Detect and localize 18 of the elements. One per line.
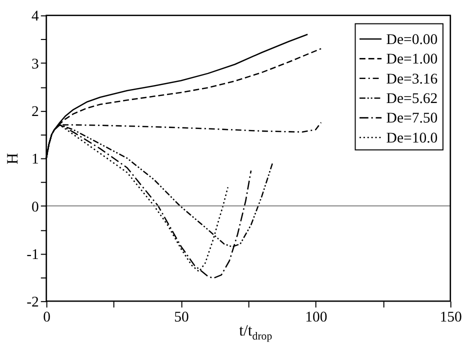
y-tick-label: -2	[26, 294, 39, 311]
legend-label: De=10.0	[386, 130, 438, 146]
y-tick-label: 1	[32, 152, 39, 168]
legend-label: De=0.00	[386, 32, 438, 48]
legend-label: De=5.62	[386, 91, 438, 108]
y-tick-label: 4	[32, 8, 40, 25]
x-tick-label: 150	[440, 309, 462, 326]
legend-label: De=7.50	[386, 110, 438, 127]
y-tick-label: 0	[32, 199, 39, 216]
legend-label: De=3.16	[386, 71, 438, 88]
y-axis-title: H	[4, 153, 22, 164]
y-tick-label: 3	[32, 56, 39, 72]
legend-label: De=1.00	[386, 52, 438, 68]
x-tick-label: 100	[305, 309, 328, 326]
x-tick-label: 50	[174, 309, 189, 326]
y-tick-label: -1	[26, 246, 39, 263]
x-tick-label: 0	[43, 309, 51, 326]
y-tick-label: 2	[32, 104, 39, 120]
